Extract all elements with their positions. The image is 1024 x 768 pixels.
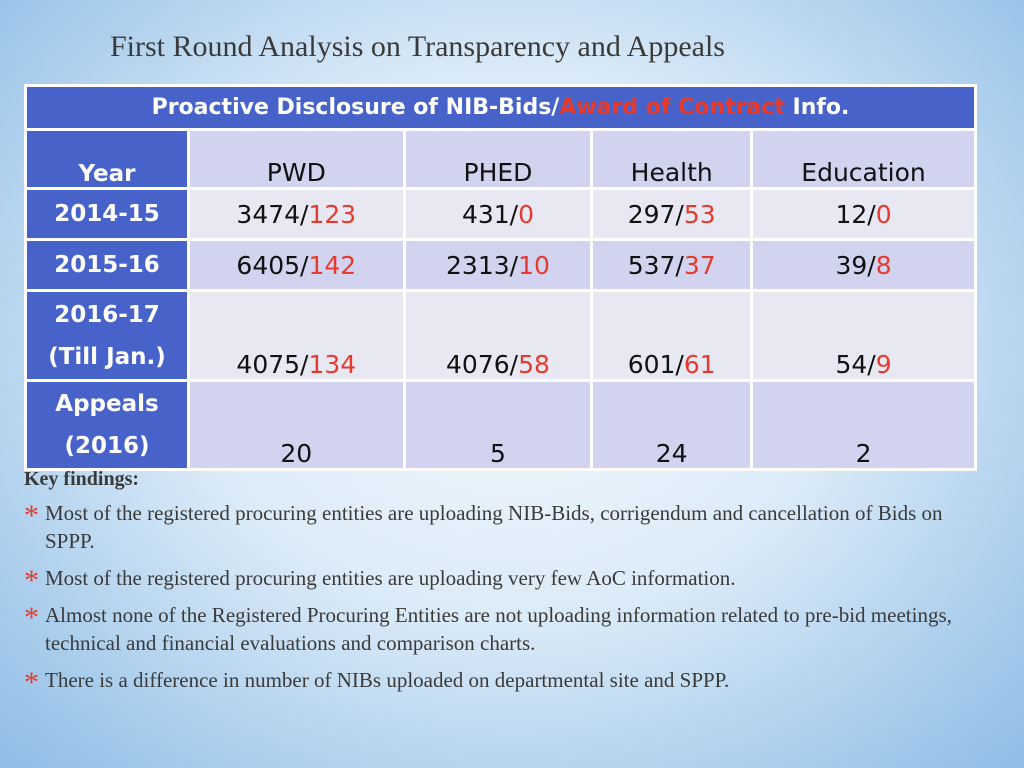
table-header-row: Year PWD PHED Health Education <box>24 128 977 190</box>
table-cell: 2313/10 <box>402 238 594 292</box>
nib-count: 2313 <box>446 250 510 280</box>
finding-text: There is a difference in number of NIBs … <box>45 668 730 692</box>
table-banner: Proactive Disclosure of NIB-Bids/Award o… <box>24 84 977 131</box>
table-cell: 601/61 <box>590 289 754 382</box>
asterisk-bullet-icon: * <box>24 601 39 634</box>
table-cell: 12/0 <box>750 187 977 241</box>
row-label-line: 2016-17 <box>54 301 160 328</box>
aoc-count: 10 <box>518 250 550 280</box>
row-label: 2016-17 (Till Jan.) <box>24 289 190 382</box>
key-findings: Key findings: * Most of the registered p… <box>24 468 984 703</box>
asterisk-bullet-icon: * <box>24 666 39 699</box>
table-row: Appeals (2016) 20 5 24 2 <box>24 379 977 471</box>
table-cell: 4076/58 <box>402 289 594 382</box>
row-label-line: (2016) <box>64 433 150 459</box>
table-cell: 24 <box>590 379 754 471</box>
table-cell: 54/9 <box>750 289 977 382</box>
row-label-line: 2015-16 <box>54 252 160 278</box>
table-cell: 537/37 <box>590 238 754 292</box>
row-label: Appeals (2016) <box>24 379 190 471</box>
nib-count: 6405 <box>236 250 301 280</box>
aoc-count: 123 <box>308 199 357 229</box>
table-cell: 6405/142 <box>187 238 406 292</box>
row-label: 2014-15 <box>24 187 190 241</box>
table-cell: 3474/123 <box>187 187 406 241</box>
findings-title: Key findings: <box>24 468 140 490</box>
table-cell: 4075/134 <box>187 289 406 382</box>
table-banner-row: Proactive Disclosure of NIB-Bids/Award o… <box>24 84 977 131</box>
table-row: 2015-16 6405/142 2313/10 537/37 39/8 <box>24 238 977 292</box>
table-cell: 20 <box>187 379 406 471</box>
finding-item: * Almost none of the Registered Procurin… <box>24 601 984 657</box>
finding-text: Most of the registered procuring entitie… <box>45 501 943 553</box>
nib-count: 601 <box>627 350 676 379</box>
banner-text-award-of-contract: Award of Contract <box>559 95 785 120</box>
column-header-year: Year <box>24 128 190 190</box>
nib-count: 431 <box>461 199 510 229</box>
table-row: 2016-17 (Till Jan.) 4075/134 4076/58 601/… <box>24 289 977 382</box>
aoc-count: 0 <box>875 199 892 229</box>
table-cell: 39/8 <box>750 238 977 292</box>
nib-count: 4076 <box>446 350 510 379</box>
banner-text-part1: Proactive Disclosure of NIB-Bids/ <box>151 95 560 120</box>
column-header-education: Education <box>750 128 977 190</box>
column-header-health: Health <box>590 128 754 190</box>
slide-title: First Round Analysis on Transparency and… <box>110 30 725 63</box>
row-label-line: 2014-15 <box>54 201 160 227</box>
finding-item: * Most of the registered procuring entit… <box>24 499 984 555</box>
finding-item: * Most of the registered procuring entit… <box>24 564 984 597</box>
asterisk-bullet-icon: * <box>24 564 39 597</box>
nib-count: 4075 <box>236 350 301 379</box>
finding-item: * There is a difference in number of NIB… <box>24 666 984 699</box>
table-cell: 5 <box>402 379 594 471</box>
nib-count: 39 <box>835 250 868 280</box>
aoc-count: 8 <box>875 250 892 280</box>
row-label-line: Appeals <box>55 391 159 417</box>
aoc-count: 58 <box>518 350 550 379</box>
asterisk-bullet-icon: * <box>24 499 39 532</box>
table-cell: 431/0 <box>402 187 594 241</box>
aoc-count: 53 <box>683 199 716 229</box>
aoc-count: 61 <box>683 350 716 379</box>
disclosure-table: Proactive Disclosure of NIB-Bids/Award o… <box>24 84 977 471</box>
aoc-count: 9 <box>875 350 892 379</box>
aoc-count: 37 <box>683 250 716 280</box>
row-label: 2015-16 <box>24 238 190 292</box>
nib-count: 3474 <box>236 199 301 229</box>
nib-count: 12 <box>835 199 868 229</box>
aoc-count: 0 <box>518 199 534 229</box>
aoc-count: 142 <box>308 250 357 280</box>
table-cell: 2 <box>750 379 977 471</box>
nib-count: 54 <box>835 350 868 379</box>
column-header-pwd: PWD <box>187 128 406 190</box>
banner-text-part3: Info. <box>784 95 850 120</box>
finding-text: Almost none of the Registered Procuring … <box>45 603 952 655</box>
table-row: 2014-15 3474/123 431/0 297/53 12/0 <box>24 187 977 241</box>
nib-count: 537 <box>627 250 676 280</box>
table-cell: 297/53 <box>590 187 754 241</box>
aoc-count: 134 <box>308 350 357 379</box>
column-header-phed: PHED <box>402 128 594 190</box>
row-label-line: (Till Jan.) <box>48 343 166 370</box>
finding-text: Most of the registered procuring entitie… <box>45 566 736 590</box>
nib-count: 297 <box>627 199 676 229</box>
